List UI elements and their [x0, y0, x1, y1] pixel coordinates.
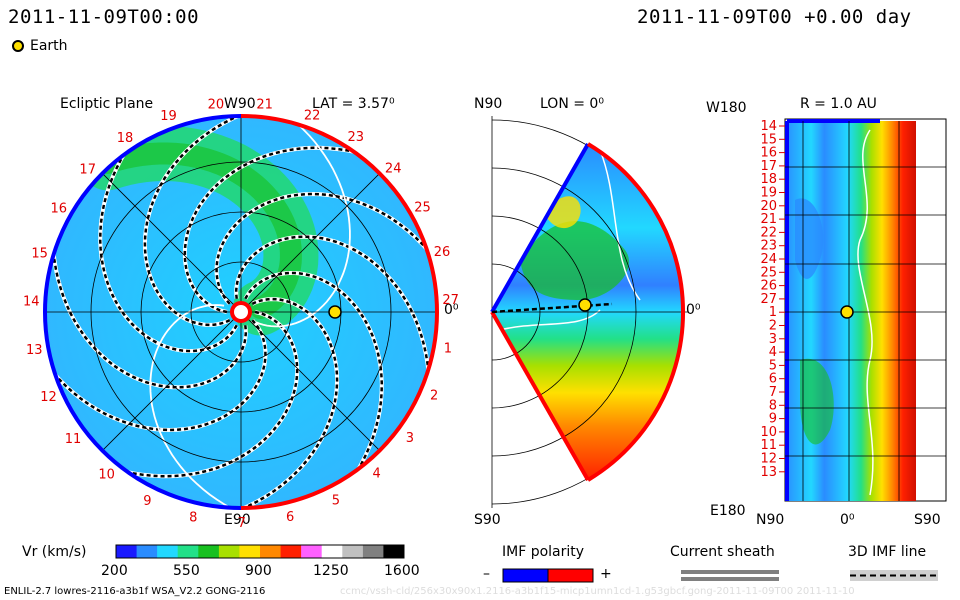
ecliptic-tick-label: 25: [414, 200, 431, 215]
radial-y-tick-label: 8: [769, 398, 777, 413]
imf-minus-swatch: [502, 568, 549, 583]
colorbar-tick-1600: 1600: [384, 563, 420, 579]
ecliptic-tick-label: 10: [98, 467, 115, 482]
current-sheath-legend: [681, 570, 779, 581]
colorbar-tick-550: 550: [173, 563, 200, 579]
radial-y-tick-label: 25: [760, 265, 777, 280]
ecliptic-tick-label: 12: [40, 390, 57, 405]
ecliptic-tick-label: 6: [286, 510, 294, 525]
radial-y-tick-label: 27: [760, 292, 777, 307]
radial-y-tick-label: 5: [769, 358, 777, 373]
ecliptic-tick-label: 17: [79, 162, 96, 177]
ecliptic-tick-label: 15: [31, 247, 48, 262]
radial-y-tick-label: 23: [760, 239, 777, 254]
radial-y-tick-label: 7: [769, 385, 777, 400]
meridional-lon-label: LON = 0⁰: [540, 96, 604, 112]
imf-plus-swatch: [547, 568, 594, 583]
ecliptic-tick-label: 5: [332, 493, 340, 508]
model-info: ENLIL-2.7 lowres-2116-a3b1f WSA_V2.2 GON…: [4, 586, 266, 597]
radial-y-tick-label: 1: [769, 305, 777, 320]
imf-polarity-legend: [502, 568, 594, 583]
ecliptic-tick-label: 2: [430, 389, 438, 404]
ecliptic-bottom-label: E90: [224, 512, 251, 528]
ecliptic-tick-label: 18: [117, 131, 134, 146]
ecliptic-tick-label: 22: [304, 108, 321, 123]
radial-bottom-left-label: E180: [710, 503, 746, 519]
radial-y-tick-label: 12: [760, 452, 777, 467]
ecliptic-tick-label: 4: [372, 466, 380, 481]
timestamp-right: 2011-11-09T00 +0.00 day: [637, 6, 912, 28]
imf-plus-label: +: [600, 566, 612, 582]
earth-legend-icon: [12, 40, 24, 52]
earth-marker-radial: [840, 305, 854, 319]
radial-x-label-1: 0⁰: [840, 512, 855, 528]
ecliptic-tick-label: 14: [23, 295, 40, 310]
ecliptic-tick-label: 23: [348, 130, 365, 145]
radial-y-tick-label: 10: [760, 425, 777, 440]
radial-y-tick-label: 20: [760, 199, 777, 214]
radial-y-tick-label: 6: [769, 372, 777, 387]
current-sheath-label: Current sheath: [670, 544, 775, 560]
imf-line-label: 3D IMF line: [848, 544, 927, 560]
radial-y-tick-label: 26: [760, 279, 777, 294]
meridional-plane-panel: [490, 116, 688, 508]
earth-legend-label: Earth: [30, 38, 68, 54]
imf-line-legend: [850, 570, 938, 581]
radial-top-left-label: W180: [706, 100, 747, 116]
radial-y-tick-label: 19: [760, 186, 777, 201]
watermark-text: ccmc/vssh-cld/256x30x90x1.2116-a3b1f15-m…: [340, 586, 855, 597]
radial-y-tick-label: 18: [760, 172, 777, 187]
colorbar-label: Vr (km/s): [22, 544, 87, 560]
ecliptic-title: Ecliptic Plane: [60, 96, 154, 112]
ecliptic-tick-label: 3: [406, 431, 414, 446]
radial-y-tick-label: 2: [769, 319, 777, 334]
timestamp-left: 2011-11-09T00:00: [8, 6, 200, 28]
radial-y-tick-label: 21: [760, 212, 777, 227]
ecliptic-tick-label: 9: [143, 494, 151, 509]
ecliptic-tick-label: 1: [444, 342, 452, 357]
radial-y-tick-label: 4: [769, 345, 777, 360]
imf-minus-label: –: [483, 566, 490, 582]
ecliptic-plane-panel: 20 21222324252627123456789101112131415161…: [23, 97, 459, 531]
colorbar-tick-900: 900: [245, 563, 272, 579]
radial-y-tick-label: 24: [760, 252, 777, 267]
velocity-colorbar: [115, 544, 405, 559]
radial-y-tick-label: 11: [760, 438, 777, 453]
ecliptic-tick-label: 24: [385, 161, 402, 176]
ecliptic-tick-label: 8: [189, 511, 197, 526]
ecliptic-lat-label: LAT = 3.57⁰: [312, 96, 395, 112]
ecliptic-tick-label: 21: [256, 97, 273, 112]
colorbar-tick-1250: 1250: [313, 563, 349, 579]
ecliptic-tick-label: 19: [160, 109, 177, 124]
ecliptic-zero-label: 0⁰: [444, 302, 459, 318]
radial-y-tick-label: 15: [760, 132, 777, 147]
ecliptic-tick-label: 16: [51, 202, 68, 217]
radial-y-tick-label: 22: [760, 225, 777, 240]
earth-marker-meridional: [578, 298, 592, 312]
ecliptic-tick-label: 27: [442, 293, 459, 308]
imf-polarity-label: IMF polarity: [502, 544, 585, 560]
meridional-top-label: N90: [474, 96, 503, 112]
radial-y-tick-label: 13: [760, 465, 777, 480]
radial-y-tick-label: 3: [769, 332, 777, 347]
radial-y-tick-label: 17: [760, 159, 777, 174]
ecliptic-tick-label: 7: [238, 516, 246, 531]
radial-y-tick-label: 14: [760, 119, 777, 134]
ecliptic-tick-label: 20: [208, 98, 225, 113]
radial-y-tick-label: 9: [769, 412, 777, 427]
radial-x-label-0: N90: [756, 512, 785, 528]
radial-y-tick-label: 16: [760, 146, 777, 161]
radial-x-label-2: S90: [914, 512, 941, 528]
ecliptic-tick-label: 26: [434, 245, 451, 260]
colorbar-tick-200: 200: [101, 563, 128, 579]
radial-title: R = 1.0 AU: [800, 96, 877, 112]
earth-marker-ecliptic: [328, 305, 342, 319]
radial-lon-lat-panel: 1415161718192021222324252627123456789101…: [760, 118, 947, 502]
ecliptic-tick-label: 13: [26, 343, 43, 358]
ecliptic-tick-label: 11: [65, 432, 82, 447]
meridional-zero-label: 0⁰: [686, 302, 701, 318]
ecliptic-top-label: W90: [224, 96, 256, 112]
meridional-bottom-label: S90: [474, 512, 501, 528]
